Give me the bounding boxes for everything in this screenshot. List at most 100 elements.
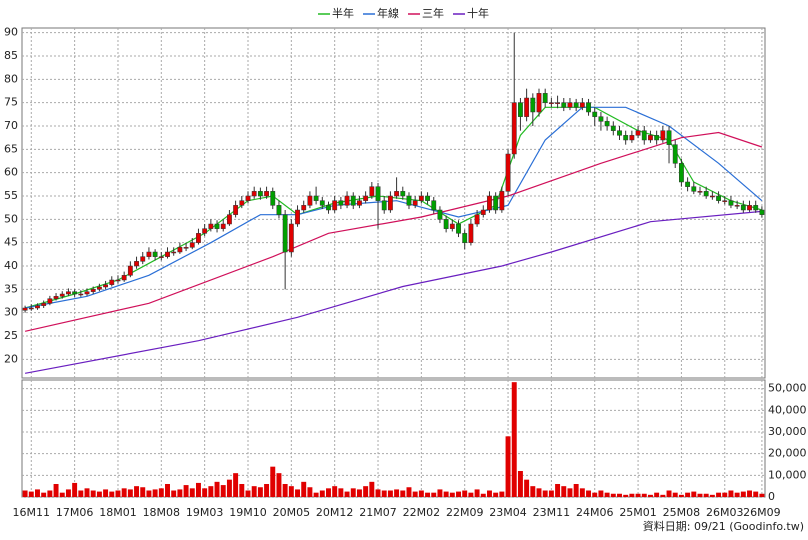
candle-body bbox=[319, 200, 325, 206]
volume-bar bbox=[462, 490, 468, 497]
volume-bar bbox=[691, 491, 697, 497]
x-tick-label: 25M01 bbox=[619, 506, 657, 519]
candle-body bbox=[177, 247, 183, 253]
candle-body bbox=[505, 153, 511, 192]
volume-bar bbox=[214, 481, 220, 497]
candle-body bbox=[270, 191, 276, 206]
x-tick-label: 18M01 bbox=[99, 506, 137, 519]
candle-body bbox=[536, 93, 542, 113]
candle-body bbox=[443, 219, 449, 229]
candle-body bbox=[276, 205, 282, 215]
x-tick-label: 26M09 bbox=[743, 506, 781, 519]
candle-body bbox=[685, 181, 691, 187]
volume-bar bbox=[480, 493, 486, 497]
candle-body bbox=[90, 289, 96, 292]
volume-bar bbox=[548, 490, 554, 497]
volume-bar bbox=[449, 492, 455, 497]
candle-body bbox=[307, 195, 313, 206]
volume-bar bbox=[264, 484, 270, 497]
candle-body bbox=[127, 265, 133, 276]
candle-body bbox=[78, 293, 84, 296]
candle-body bbox=[239, 200, 245, 206]
volume-bar bbox=[542, 490, 548, 497]
volume-bar bbox=[41, 492, 47, 497]
candle-body bbox=[474, 214, 480, 225]
candle-body bbox=[350, 195, 356, 206]
candle-body bbox=[227, 214, 232, 225]
volume-bar bbox=[257, 487, 263, 497]
volume-bar bbox=[72, 482, 78, 497]
y-tick-label: 60 bbox=[4, 166, 18, 179]
legend: 半年 年線 三年 十年 bbox=[318, 6, 489, 20]
candle-body bbox=[264, 191, 269, 197]
volume-bar bbox=[338, 488, 344, 497]
candle-body bbox=[709, 195, 715, 198]
candle-body bbox=[400, 191, 406, 197]
candle-body bbox=[406, 195, 412, 206]
volume-bar bbox=[468, 492, 474, 497]
volume-bar bbox=[654, 492, 660, 497]
candle-body bbox=[59, 293, 65, 297]
volume-bar bbox=[127, 489, 133, 497]
candle-body bbox=[573, 102, 579, 108]
volume-bar bbox=[363, 486, 369, 497]
x-tick-label: 23M11 bbox=[533, 506, 571, 519]
volume-bar bbox=[251, 486, 257, 497]
volume-bar bbox=[394, 489, 400, 497]
volume-bar bbox=[270, 466, 276, 497]
candle-body bbox=[369, 186, 375, 197]
candle-body bbox=[548, 102, 554, 104]
volume-bar bbox=[158, 488, 164, 497]
volume-bar bbox=[239, 484, 245, 497]
volume-bar bbox=[171, 490, 177, 497]
volume-bar bbox=[226, 479, 232, 497]
volume-bar bbox=[728, 490, 734, 497]
volume-bar bbox=[425, 492, 431, 497]
volume-bar bbox=[165, 484, 170, 497]
x-tick-label: 19M03 bbox=[186, 506, 224, 519]
candle-body bbox=[542, 93, 548, 103]
volume-bar bbox=[716, 492, 722, 497]
x-tick-label: 18M08 bbox=[143, 506, 181, 519]
candle-body bbox=[208, 223, 214, 229]
candle-body bbox=[381, 200, 387, 211]
volume-bar bbox=[647, 494, 653, 497]
candle-body bbox=[722, 200, 728, 202]
volume-bar bbox=[486, 490, 492, 497]
candle-body bbox=[555, 102, 560, 104]
volume-bar bbox=[282, 484, 288, 497]
y-tick-label: 35 bbox=[4, 282, 18, 295]
volume-bar bbox=[115, 490, 121, 497]
candle-body bbox=[654, 135, 660, 141]
x-tick-label: 16M11 bbox=[13, 506, 51, 519]
volume-bar bbox=[697, 493, 703, 497]
candle-body bbox=[72, 291, 78, 295]
volume-bar bbox=[369, 481, 375, 497]
volume-bar bbox=[96, 491, 102, 497]
volume-bar bbox=[400, 490, 406, 497]
volume-bar bbox=[443, 491, 449, 497]
candle-body bbox=[326, 205, 331, 211]
volume-bar bbox=[592, 492, 598, 497]
volume-bar bbox=[418, 490, 424, 497]
volume-bar bbox=[524, 479, 530, 497]
ma-line bbox=[24, 131, 763, 332]
candle-body bbox=[313, 195, 319, 201]
candle-body bbox=[598, 116, 604, 122]
candle-body bbox=[375, 186, 381, 201]
candle-body bbox=[610, 125, 616, 131]
volume-bar bbox=[146, 490, 152, 497]
volume-bar bbox=[759, 493, 765, 497]
y-tick-label: 65 bbox=[4, 142, 18, 155]
candle-body bbox=[28, 307, 34, 310]
volume-bar bbox=[344, 491, 350, 497]
candle-body bbox=[530, 97, 536, 113]
volume-bar bbox=[666, 490, 672, 497]
x-tick-label: 20M05 bbox=[273, 506, 311, 519]
candle-body bbox=[716, 195, 721, 201]
volume-bar bbox=[288, 486, 294, 497]
candle-body bbox=[41, 303, 47, 306]
candle-body bbox=[561, 102, 567, 108]
volume-bar bbox=[307, 487, 313, 497]
volume-bar bbox=[511, 382, 517, 497]
